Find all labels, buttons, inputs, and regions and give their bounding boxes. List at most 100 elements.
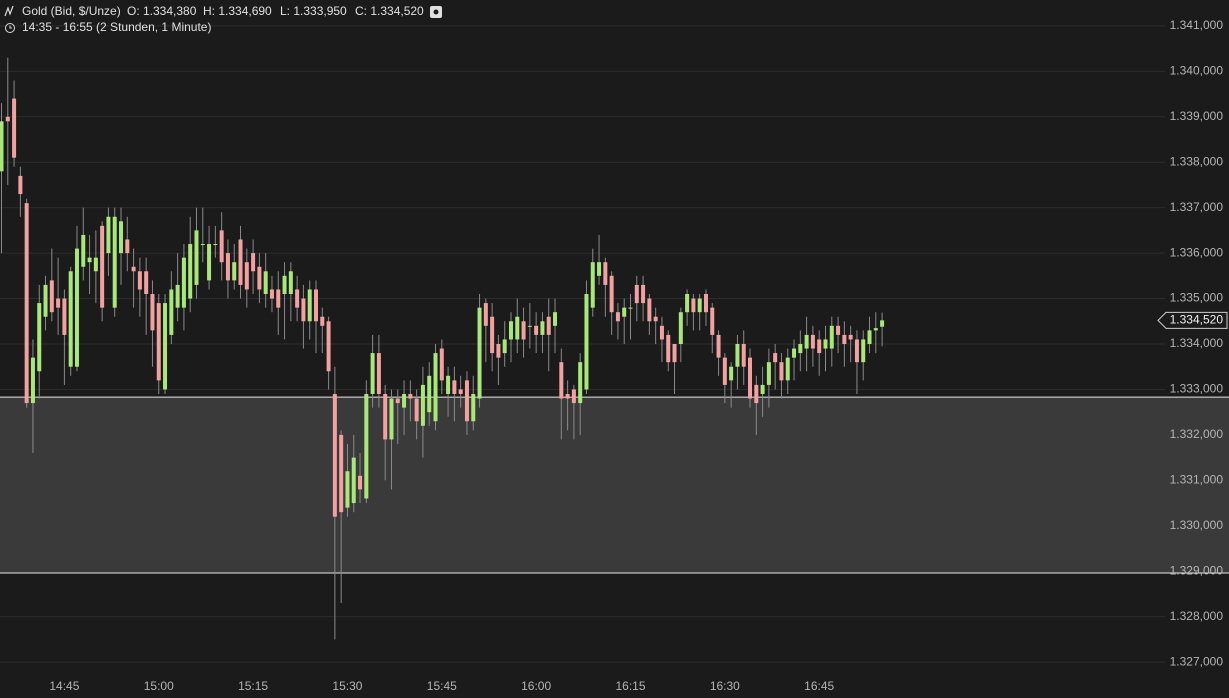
candle-body (710, 307, 715, 335)
candle-body (527, 325, 532, 327)
candle-body (0, 121, 4, 172)
candle-body (685, 294, 690, 313)
candle-body (269, 289, 274, 299)
candle-body (584, 294, 589, 390)
candle-body (43, 284, 48, 317)
candle-body (804, 334, 809, 349)
candle-body (760, 384, 765, 394)
candle-body (93, 257, 98, 272)
candle-body (81, 234, 86, 267)
settings-icon-dot[interactable] (433, 9, 439, 15)
candle-body (351, 457, 356, 504)
candle-body (131, 266, 136, 272)
candles-layer (0, 57, 885, 640)
candle-body (571, 389, 576, 404)
candle-body (62, 298, 67, 335)
candle-body (653, 316, 658, 322)
candle-body (823, 339, 828, 349)
candle-body (716, 334, 721, 358)
candle-body (521, 321, 526, 340)
candle-body (546, 316, 551, 335)
candle-body (314, 289, 318, 322)
candle-body (364, 393, 369, 499)
candle-body (282, 275, 287, 295)
candle-body (12, 98, 17, 158)
candle-body (100, 225, 105, 308)
candle-body (376, 353, 381, 394)
candle-body (678, 312, 683, 345)
candle-body (496, 344, 501, 358)
candle-body (244, 262, 249, 290)
candle-body (433, 353, 438, 422)
clock-icon (5, 23, 15, 33)
candle-body (446, 375, 451, 394)
candle-body (748, 357, 753, 399)
candle-body (295, 289, 300, 308)
candle-body (200, 244, 205, 246)
open-stat: O: 1.334,380 (127, 4, 197, 18)
high-stat: H: 1.334,690 (203, 4, 272, 18)
candle-body (534, 325, 539, 335)
settings-button[interactable] (430, 6, 442, 18)
candle-body (565, 393, 570, 399)
candle-body (144, 271, 149, 295)
y-tick-label: 1.329,000 (1170, 563, 1224, 577)
candle-body (634, 284, 639, 304)
candle-body (326, 321, 331, 372)
candle-body (515, 316, 520, 340)
candle-body (861, 339, 866, 363)
y-tick-label: 1.331,000 (1170, 473, 1224, 487)
candle-body (766, 362, 771, 385)
candle-body (735, 344, 740, 367)
x-tick-label: 15:45 (427, 679, 457, 693)
candle-body (320, 316, 325, 326)
candle-body (703, 294, 708, 313)
candle-body (408, 393, 413, 399)
candle-body (464, 380, 469, 422)
candle-body (163, 303, 168, 390)
candle-body (483, 303, 488, 326)
y-tick-label: 1.340,000 (1170, 64, 1224, 78)
candle-body (666, 334, 671, 363)
candle-body (641, 284, 646, 304)
candle-body (880, 320, 885, 327)
candle-body (87, 257, 92, 263)
y-tick-label: 1.341,000 (1170, 18, 1224, 32)
labels-layer: 1.327,000 1.328,000 1.329,000 1.330,000 1.33… (49, 18, 1228, 693)
candle-body (389, 398, 394, 440)
candle-body (553, 312, 558, 326)
candle-body (471, 393, 476, 422)
candle-body (288, 271, 293, 295)
candle-body (232, 262, 237, 281)
low-stat: L: 1.333,950 (280, 4, 347, 18)
candle-body (691, 298, 696, 313)
y-tick-label: 1.332,000 (1170, 427, 1224, 441)
y-tick-label: 1.335,000 (1170, 291, 1224, 305)
candle-body (836, 325, 841, 335)
candle-body (439, 348, 444, 381)
y-tick-label: 1.327,000 (1170, 654, 1224, 668)
candle-body (578, 362, 583, 404)
last-price-tag (1157, 311, 1228, 329)
candle-body (672, 344, 677, 363)
candle-body (597, 262, 602, 276)
candle-body (150, 294, 155, 331)
x-tick-label: 15:00 (144, 679, 174, 693)
candle-body (842, 334, 847, 345)
candle-body (358, 475, 363, 490)
candle-body (213, 244, 218, 246)
candle-body (188, 244, 193, 299)
candle-body (30, 357, 35, 404)
close-stat: C: 1.334,520 (355, 4, 424, 18)
candle-body (810, 334, 815, 349)
candle-body (68, 271, 73, 367)
candle-body (194, 230, 199, 285)
candle-body (301, 298, 306, 322)
candle-body (225, 253, 230, 281)
candle-body (540, 321, 545, 335)
candle-body (490, 316, 495, 354)
candle-body (792, 348, 797, 358)
candle-body (779, 362, 784, 381)
candle-body (74, 248, 79, 367)
